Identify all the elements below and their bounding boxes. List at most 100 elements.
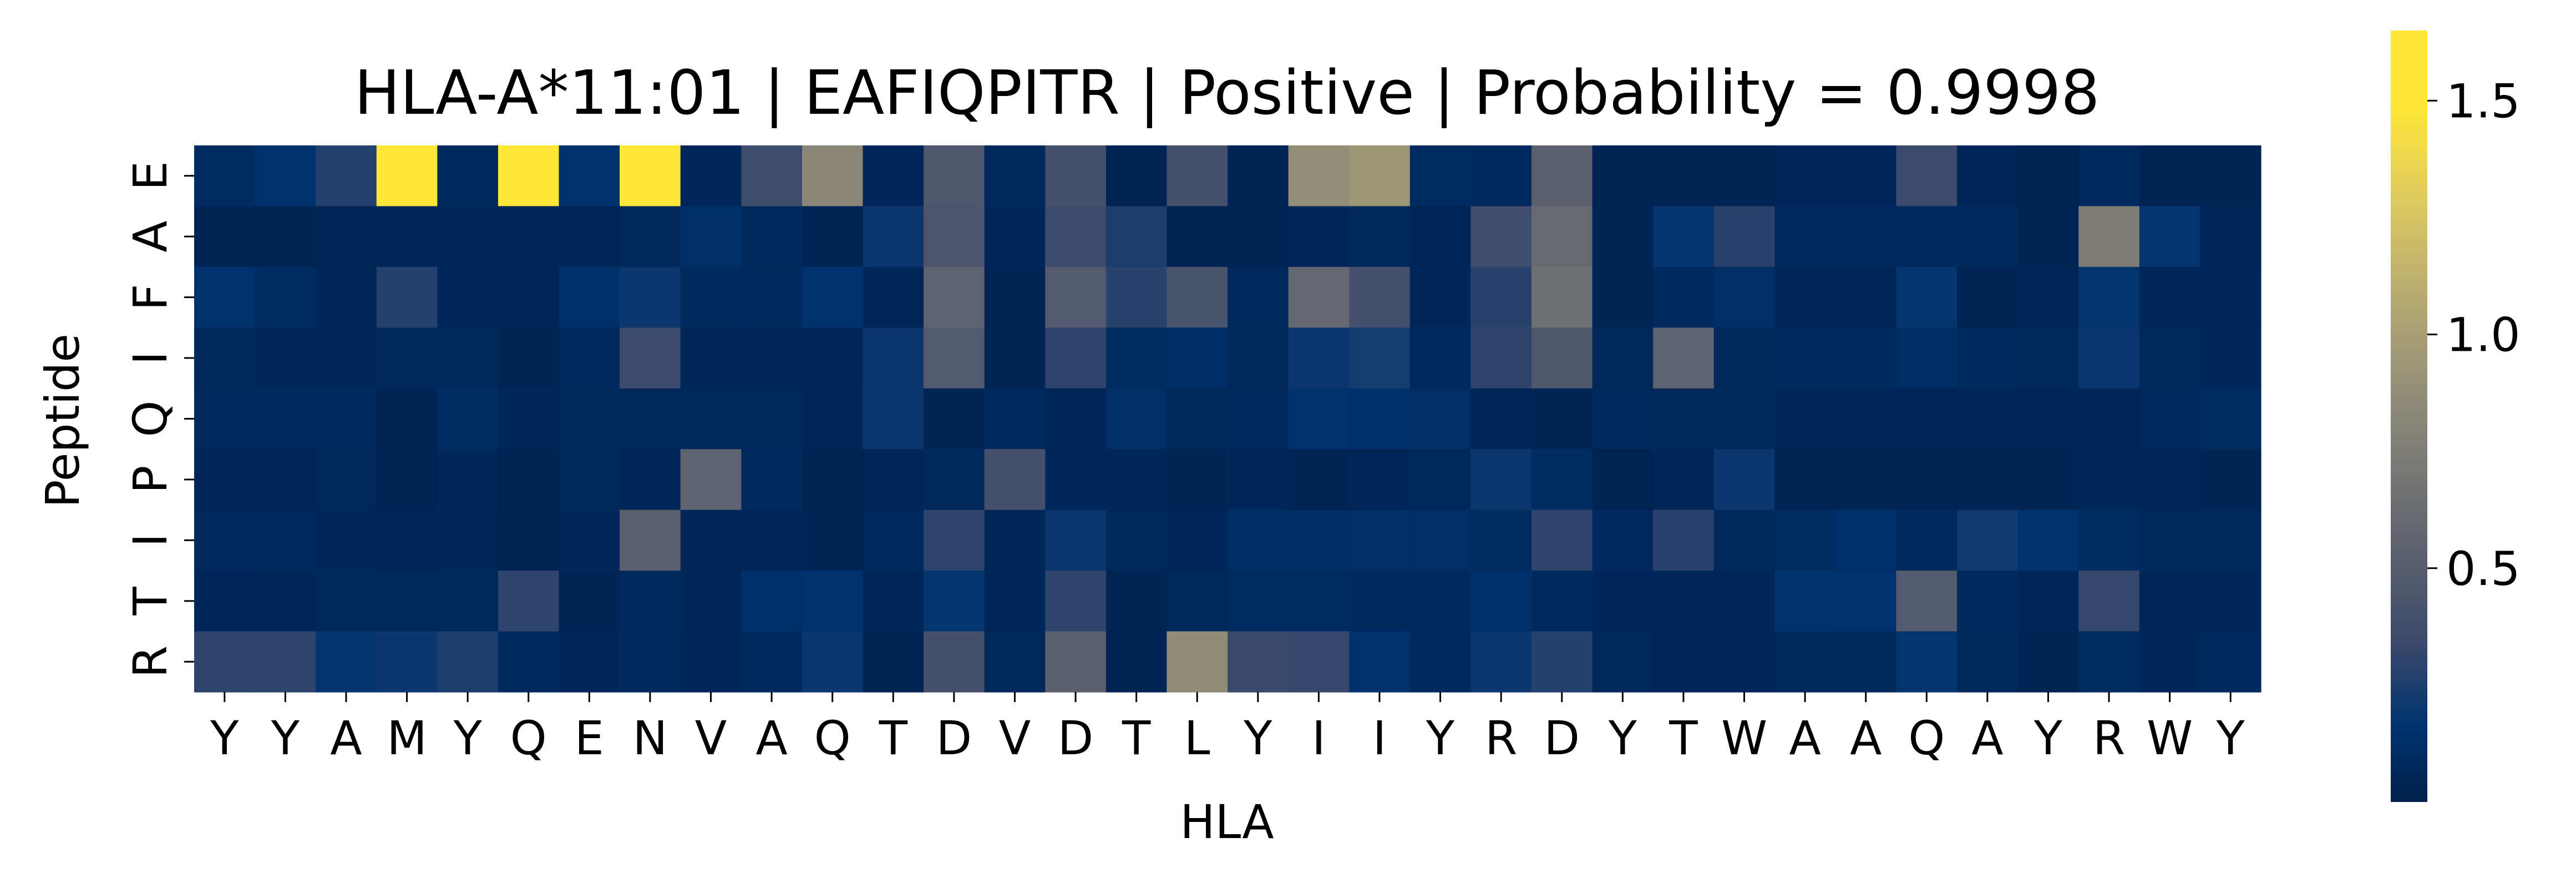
- y-tick-label: E: [123, 161, 178, 190]
- heatmap-cell: [1653, 145, 1715, 207]
- heatmap-cell: [559, 266, 620, 328]
- heatmap-cell: [2200, 509, 2261, 571]
- heatmap-cell: [1228, 631, 1289, 693]
- heatmap-cell: [498, 327, 560, 389]
- heatmap-cell: [1896, 509, 1958, 571]
- heatmap-cell: [2200, 266, 2261, 328]
- heatmap-cell: [802, 449, 864, 511]
- heatmap-cell: [1288, 631, 1350, 693]
- heatmap-cell: [255, 327, 316, 389]
- heatmap-cell: [376, 631, 438, 693]
- heatmap-cell: [498, 266, 560, 328]
- heatmap-cell: [1774, 327, 1836, 389]
- heatmap-cell: [316, 449, 377, 511]
- heatmap-cell: [437, 449, 499, 511]
- colorbar: [2391, 31, 2427, 802]
- y-axis-ticks: E A F I Q P I T R: [123, 161, 194, 678]
- heatmap-cell: [1045, 631, 1107, 693]
- heatmap-cell: [1470, 388, 1532, 450]
- heatmap-cell: [984, 327, 1046, 389]
- heatmap-cell: [1106, 449, 1168, 511]
- heatmap-cell: [1653, 327, 1715, 389]
- heatmap-cell: [437, 145, 499, 207]
- heatmap-cell: [498, 571, 560, 632]
- heatmap-cell: [376, 571, 438, 632]
- heatmap-cell: [2017, 571, 2079, 632]
- heatmap-cell: [863, 327, 924, 389]
- heatmap-cell: [620, 206, 681, 268]
- heatmap-cell: [1835, 388, 1897, 450]
- heatmap-cell: [2139, 206, 2201, 268]
- x-tick-label: Y: [2216, 711, 2245, 765]
- heatmap-cell: [984, 206, 1046, 268]
- heatmap-cell: [1228, 266, 1289, 328]
- heatmap-cell: [1835, 571, 1897, 632]
- x-tick-label: M: [387, 711, 427, 765]
- heatmap-cell: [1774, 571, 1836, 632]
- heatmap-cell: [559, 571, 620, 632]
- heatmap-cell: [1653, 631, 1715, 693]
- heatmap-cell: [984, 145, 1046, 207]
- heatmap-cell: [620, 266, 681, 328]
- heatmap-cell: [255, 571, 316, 632]
- x-tick-label: Y: [2034, 711, 2063, 765]
- x-tick-label: R: [1485, 711, 1517, 765]
- heatmap-cell: [620, 571, 681, 632]
- heatmap-cell: [437, 266, 499, 328]
- heatmap-cell: [1228, 571, 1289, 632]
- heatmap-cell: [255, 145, 316, 207]
- heatmap-cell: [863, 449, 924, 511]
- y-tick-label: I: [123, 533, 178, 547]
- heatmap-cell: [1106, 206, 1168, 268]
- heatmap-cell: [1167, 509, 1228, 571]
- heatmap-cell: [1653, 571, 1715, 632]
- heatmap-cell: [255, 206, 316, 268]
- heatmap-cell: [1349, 388, 1411, 450]
- heatmap-cell: [863, 631, 924, 693]
- heatmap-cell: [2017, 266, 2079, 328]
- heatmap-cell: [2200, 571, 2261, 632]
- heatmap-cell: [802, 388, 864, 450]
- heatmap-cell: [741, 509, 803, 571]
- heatmap-cell: [559, 388, 620, 450]
- x-tick-label: Y: [1608, 711, 1637, 765]
- x-tick-label: A: [1789, 711, 1821, 765]
- heatmap-cells: [194, 145, 2261, 693]
- heatmap-cell: [1470, 206, 1532, 268]
- heatmap-cell: [2139, 449, 2201, 511]
- heatmap-cell: [1470, 266, 1532, 328]
- heatmap-cell: [498, 509, 560, 571]
- x-tick-label: Y: [453, 711, 482, 765]
- x-axis-label: HLA: [1180, 795, 1274, 849]
- heatmap-cell: [2139, 509, 2201, 571]
- heatmap-cell: [924, 145, 985, 207]
- heatmap-cell: [1288, 145, 1350, 207]
- colorbar-tick-label: 0.5: [2446, 542, 2521, 596]
- heatmap-cell: [802, 145, 864, 207]
- heatmap-cell: [1531, 266, 1593, 328]
- heatmap-cell: [1592, 266, 1654, 328]
- heatmap-cell: [1774, 206, 1836, 268]
- heatmap-cell: [802, 571, 864, 632]
- heatmap-cell: [680, 206, 742, 268]
- heatmap-cell: [863, 206, 924, 268]
- heatmap-cell: [1167, 266, 1228, 328]
- x-tick-label: Y: [1426, 711, 1455, 765]
- heatmap-cell: [620, 631, 681, 693]
- heatmap-cell: [194, 571, 256, 632]
- x-tick-label: Y: [1243, 711, 1272, 765]
- heatmap-cell: [376, 509, 438, 571]
- heatmap-cell: [1167, 571, 1228, 632]
- heatmap-cell: [1531, 388, 1593, 450]
- heatmap-cell: [1653, 509, 1715, 571]
- heatmap-cell: [1045, 388, 1107, 450]
- heatmap-cell: [1653, 449, 1715, 511]
- colorbar-ticks: 0.5 1.0 1.5: [2427, 74, 2521, 596]
- heatmap-cell: [1106, 327, 1168, 389]
- heatmap-cell: [1470, 571, 1532, 632]
- heatmap-cell: [1592, 449, 1654, 511]
- heatmap-cell: [984, 266, 1046, 328]
- heatmap-cell: [1896, 145, 1958, 207]
